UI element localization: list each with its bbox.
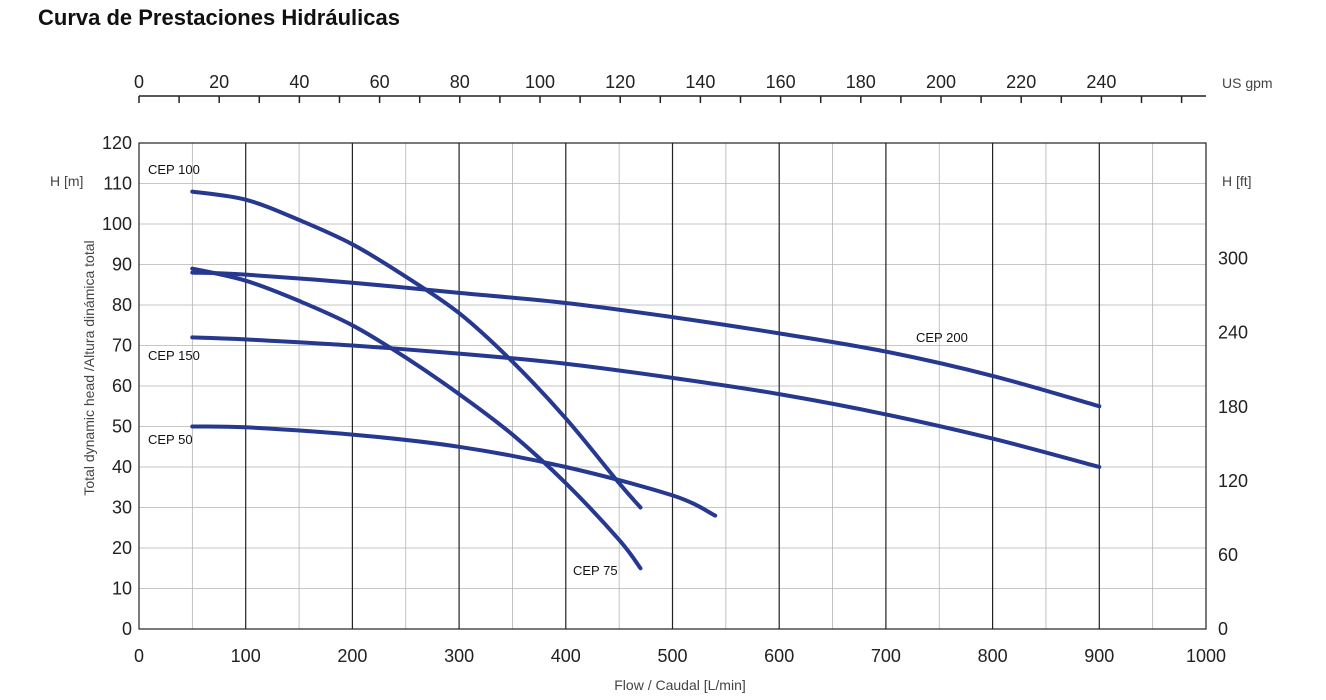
right-tick-label: 180 [1218,397,1248,417]
top-axis-labels: 0 20 40 60 80 100 120 140 160 180 200 220 240 [134,72,1116,92]
y-tick-label: 0 [122,619,132,639]
series-line-cep-100 [190,189,643,510]
series-line-cep-75 [190,266,643,571]
major-grid [245,143,1100,629]
right-tick-label: 300 [1218,249,1248,269]
top-tick-label: 180 [846,72,876,92]
x-tick-label: 500 [657,646,687,666]
y-tick-label: 80 [112,295,132,315]
top-tick-label: 240 [1086,72,1116,92]
series-label-cep-75: CEP 75 [573,563,618,578]
y-tick-label: 50 [112,417,132,437]
series-line-cep-150 [190,335,1102,469]
top-tick-label: 0 [134,72,144,92]
x-tick-label: 700 [871,646,901,666]
right-tick-label: 60 [1218,545,1238,565]
top-tick-label: 20 [209,72,229,92]
top-tick-label: 160 [766,72,796,92]
y-tick-label: 60 [112,376,132,396]
right-axis-unit: H [ft] [1222,173,1252,189]
plot-area-frame [138,142,1207,630]
top-tick-label: 60 [370,72,390,92]
series-line-cep-200 [190,270,1102,409]
x-tick-label: 200 [337,646,367,666]
series-lines [190,189,1102,571]
y-tick-label: 70 [112,336,132,356]
top-tick-label: 200 [926,72,956,92]
y-tick-label: 30 [112,498,132,518]
x-tick-label: 900 [1084,646,1114,666]
y-tick-label: 90 [112,255,132,275]
x-tick-label: 1000 [1186,646,1226,666]
right-axis-labels: 0 60 120 180 240 300 [1218,249,1248,639]
top-tick-label: 120 [605,72,635,92]
top-axis-unit: US gpm [1222,75,1273,91]
y-tick-label: 10 [112,579,132,599]
left-axis-unit: H [m] [50,173,83,189]
top-tick-label: 140 [685,72,715,92]
right-tick-label: 120 [1218,471,1248,491]
y-tick-label: 100 [102,214,132,234]
y-tick-label: 110 [103,174,132,194]
top-tick-label: 220 [1006,72,1036,92]
x-axis-title: Flow / Caudal [L/min] [614,677,746,693]
x-tick-label: 800 [978,646,1008,666]
left-axis-labels: 0 10 20 30 40 50 60 70 80 90 100 110 120 [102,133,132,639]
top-axis-ticks [138,96,1183,103]
series-label-cep-50: CEP 50 [148,432,193,447]
top-tick-label: 40 [289,72,309,92]
y-tick-label: 20 [112,538,132,558]
x-tick-label: 400 [551,646,581,666]
series-label-cep-150: CEP 150 [148,348,200,363]
series-line-cep-50 [190,424,718,518]
bottom-axis-labels: 0 100 200 300 400 500 600 700 800 900 1000 [134,646,1226,666]
y-axis-title: Total dynamic head /Altura dinámica tota… [81,240,97,495]
top-tick-label: 80 [450,72,470,92]
x-tick-label: 0 [134,646,144,666]
series-label-cep-200: CEP 200 [916,330,968,345]
x-tick-label: 300 [444,646,474,666]
top-tick-label: 100 [525,72,555,92]
y-tick-label: 40 [112,457,132,477]
y-tick-label: 120 [102,133,132,153]
x-tick-label: 600 [764,646,794,666]
series-label-cep-100: CEP 100 [148,162,200,177]
right-tick-label: 0 [1218,619,1228,639]
x-tick-label: 100 [231,646,261,666]
page-title: Curva de Prestaciones Hidráulicas [38,5,400,30]
right-tick-label: 240 [1218,323,1248,343]
